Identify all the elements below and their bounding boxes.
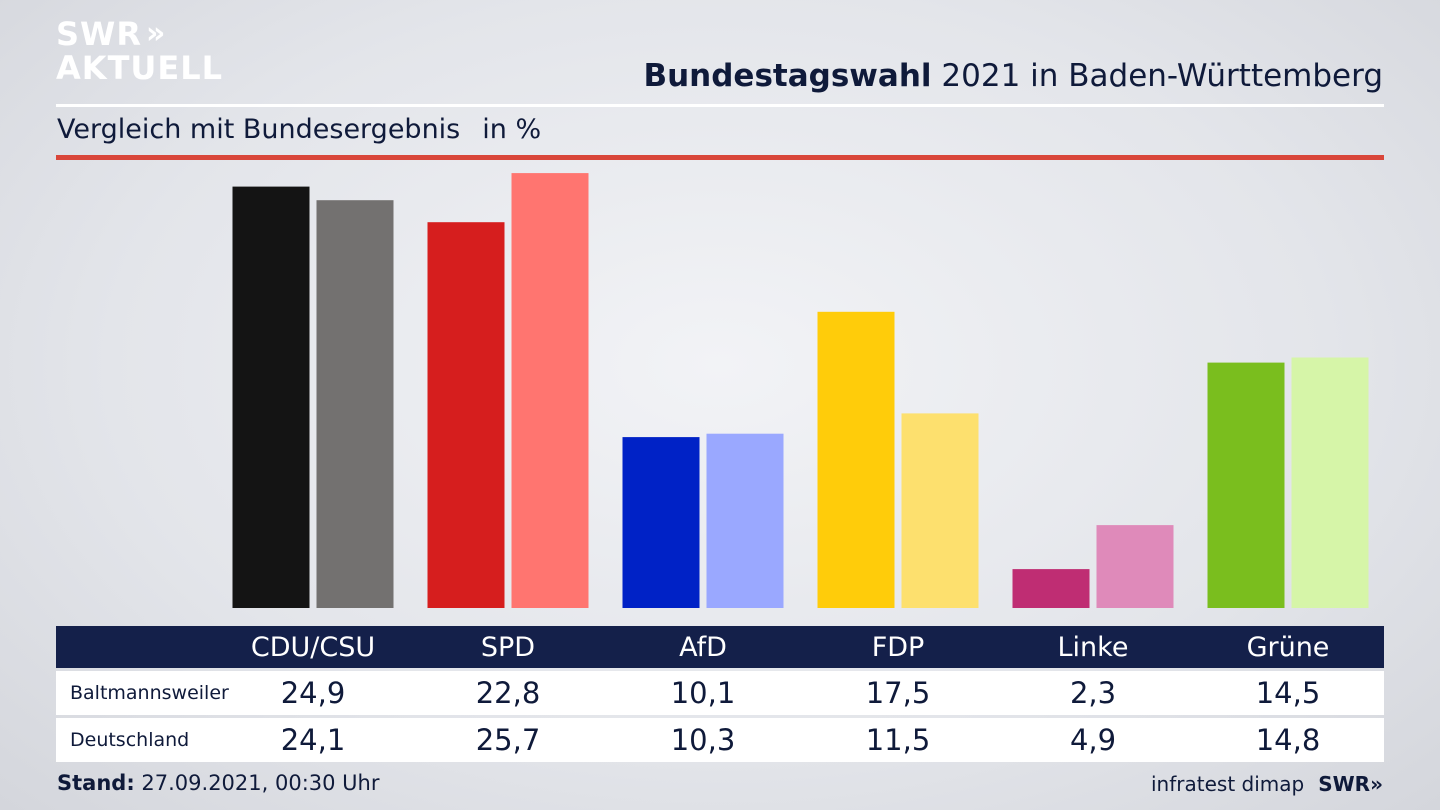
- unit-label: in %: [482, 114, 542, 145]
- row-label-national: Deutschland: [70, 729, 190, 751]
- value-gr-ne-deutschland: 14,8: [1255, 723, 1321, 757]
- row-label-local: Baltmannsweiler: [70, 682, 229, 704]
- column-header-cdu-csu: CDU/CSU: [250, 631, 376, 663]
- value-cdu-csu-baltmannsweiler: 24,9: [280, 676, 346, 710]
- bar-linke-deutschland: [1096, 525, 1174, 608]
- logo-line2: AKTUELL: [56, 49, 224, 87]
- source-credit: infratest dimap SWR»: [1151, 772, 1383, 796]
- stand-label: Stand:: [57, 771, 135, 795]
- table-header: CDU/CSU SPD AfD FDP Linke Grüne: [56, 626, 1384, 668]
- value-fdp-deutschland: 11,5: [865, 723, 931, 757]
- bar-gr-ne-baltmannsweiler: [1207, 362, 1285, 608]
- column-header-linke: Linke: [1057, 631, 1129, 663]
- bar-afd-baltmannsweiler: [622, 437, 700, 608]
- bar-chart: [232, 173, 1369, 608]
- column-header-spd: SPD: [480, 631, 536, 663]
- subtitle-divider: [56, 155, 1384, 160]
- results-table: CDU/CSU SPD AfD FDP Linke Grüne Baltmannsweil…: [56, 626, 1384, 762]
- bar-spd-deutschland: [511, 173, 589, 608]
- value-spd-baltmannsweiler: 22,8: [475, 676, 541, 710]
- column-header-gr-ne: Grüne: [1246, 631, 1330, 663]
- swr-footer-logo: SWR»: [1318, 772, 1383, 796]
- bar-fdp-deutschland: [901, 413, 979, 608]
- bar-afd-deutschland: [706, 433, 784, 608]
- bar-cdu-csu-deutschland: [316, 200, 394, 608]
- title-rest: 2021 in Baden-Württemberg: [931, 58, 1383, 94]
- logo-line1: SWR: [56, 15, 142, 53]
- value-linke-baltmannsweiler: 2,3: [1069, 676, 1117, 710]
- column-header-afd: AfD: [679, 631, 727, 663]
- value-fdp-baltmannsweiler: 17,5: [865, 676, 931, 710]
- timestamp: Stand: 27.09.2021, 00:30 Uhr: [57, 771, 380, 795]
- stand-value: 27.09.2021, 00:30 Uhr: [134, 771, 380, 795]
- table-row-local: Baltmannsweiler 24,9 22,8 10,1 17,5 2,3 14,5: [56, 671, 1384, 715]
- bar-gr-ne-deutschland: [1291, 357, 1369, 608]
- swr-aktuell-logo: SWR» AKTUELL: [56, 18, 223, 84]
- value-linke-deutschland: 4,9: [1069, 723, 1117, 757]
- bar-spd-baltmannsweiler: [427, 222, 505, 608]
- subtitle-text: Vergleich mit Bundesergebnis: [57, 114, 461, 145]
- value-afd-deutschland: 10,3: [670, 723, 736, 757]
- value-spd-deutschland: 25,7: [475, 723, 541, 757]
- value-afd-baltmannsweiler: 10,1: [670, 676, 736, 710]
- table-row-national: Deutschland 24,1 25,7 10,3 11,5 4,9 14,8: [56, 718, 1384, 762]
- bar-linke-baltmannsweiler: [1012, 569, 1090, 608]
- bar-cdu-csu-baltmannsweiler: [232, 186, 310, 608]
- source-text: infratest dimap: [1151, 772, 1305, 796]
- subtitle: Vergleich mit Bundesergebnis in %: [57, 114, 541, 145]
- value-cdu-csu-deutschland: 24,1: [280, 723, 346, 757]
- page-title: Bundestagswahl 2021 in Baden-Württemberg: [643, 58, 1383, 94]
- bar-fdp-baltmannsweiler: [817, 311, 895, 608]
- value-gr-ne-baltmannsweiler: 14,5: [1255, 676, 1321, 710]
- title-divider: [56, 104, 1384, 107]
- title-bold: Bundestagswahl: [643, 58, 932, 94]
- column-header-fdp: FDP: [871, 631, 925, 663]
